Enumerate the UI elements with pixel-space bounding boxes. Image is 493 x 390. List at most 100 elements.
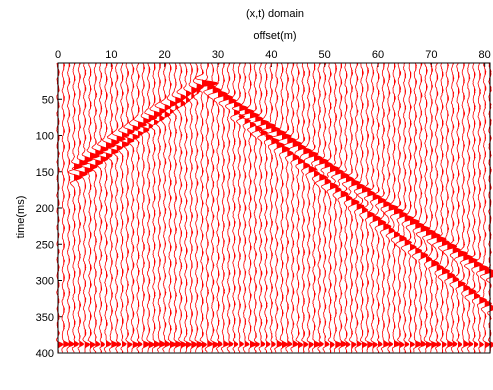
trace-fill	[218, 63, 227, 353]
x-tick-labels: 0 10 20 30 40 50 60 70 80	[55, 49, 491, 67]
trace-line	[183, 62, 192, 353]
y-tick-label: 200	[36, 203, 54, 215]
trace-line	[111, 62, 127, 353]
trace-line	[255, 62, 269, 353]
trace-fill	[191, 63, 198, 353]
trace-line	[362, 62, 376, 353]
trace-line	[99, 63, 116, 353]
trace-line	[442, 62, 458, 353]
y-tick-label: 250	[36, 239, 54, 251]
trace-line	[368, 62, 382, 353]
trace-line	[213, 62, 228, 353]
trace-line	[149, 62, 163, 353]
trace-line	[399, 62, 414, 353]
trace-line	[453, 62, 468, 353]
x-tick-label: 30	[212, 49, 224, 61]
y-axis-label: time(ms)	[15, 196, 27, 239]
x-tick-label: 20	[159, 49, 171, 61]
trace-line	[249, 62, 264, 353]
trace-fill	[319, 63, 329, 353]
trace-fill	[426, 63, 436, 353]
trace-fill	[452, 63, 461, 353]
trace-fill	[346, 63, 354, 353]
trace-line	[394, 62, 408, 353]
trace-line	[405, 62, 420, 353]
y-tick-label: 350	[36, 312, 54, 324]
trace-line	[421, 62, 436, 353]
trace-fill	[223, 63, 233, 353]
plot-frame	[57, 62, 491, 354]
trace-fill	[122, 63, 129, 353]
trace-line	[117, 62, 130, 353]
trace-fill	[164, 63, 171, 353]
trace-line	[479, 62, 493, 353]
trace-line	[128, 62, 141, 353]
trace-line	[458, 62, 473, 353]
y-tick-label: 300	[36, 276, 54, 288]
trace-fill	[143, 63, 151, 353]
trace-fill	[116, 63, 126, 353]
trace-fill	[388, 63, 398, 353]
trace-line	[234, 62, 249, 353]
trace-line	[330, 62, 345, 353]
x-tick-label: 40	[265, 49, 277, 61]
trace-line	[389, 62, 404, 353]
trace-line	[194, 62, 219, 353]
trace-line	[139, 62, 152, 353]
trace-line	[373, 62, 387, 353]
x-tick-label: 80	[479, 49, 491, 61]
trace-line	[383, 62, 399, 353]
trace-line	[287, 62, 303, 353]
x-tick-label: 0	[55, 49, 61, 61]
trace-line	[188, 62, 198, 353]
x-tick-label: 50	[319, 49, 331, 61]
trace-fill	[90, 63, 99, 353]
trace-line	[144, 62, 158, 353]
trace-line	[282, 62, 297, 353]
trace-line	[410, 62, 425, 353]
trace-line	[314, 62, 329, 353]
trace-line	[379, 63, 392, 353]
trace-line	[298, 62, 313, 353]
trace-line	[133, 63, 148, 353]
trace-line	[61, 62, 70, 353]
trace-line	[474, 62, 489, 353]
trace-line	[95, 62, 109, 353]
trace-fill	[132, 63, 140, 353]
trace-fill	[196, 63, 204, 353]
trace-line	[437, 62, 451, 353]
trace-line	[225, 62, 237, 353]
trace-fill	[234, 63, 242, 353]
trace-line	[67, 62, 83, 353]
trace-line	[341, 62, 355, 353]
y-tick-label: 50	[42, 94, 54, 106]
trace-line	[258, 62, 276, 353]
y-tick-label: 100	[36, 131, 54, 143]
trace-line	[192, 62, 205, 353]
trace-line	[89, 62, 104, 353]
trace-line	[238, 62, 255, 353]
chart-title: (x,t) domain	[246, 8, 304, 20]
trace-line	[160, 62, 172, 353]
wiggle-traces	[56, 62, 493, 353]
trace-line	[244, 62, 261, 353]
trace-line	[176, 62, 187, 353]
trace-line	[264, 62, 281, 353]
trace-line	[448, 62, 461, 353]
trace-line	[469, 63, 483, 353]
trace-line	[346, 63, 361, 353]
y-tick-label: 400	[36, 348, 54, 360]
trace-line	[310, 62, 323, 353]
x-tick-label: 10	[105, 49, 117, 61]
trace-fill	[202, 63, 219, 353]
trace-line	[71, 62, 89, 353]
trace-line	[426, 62, 441, 353]
x-tick-label: 70	[425, 49, 437, 61]
x-tick-label: 60	[372, 49, 384, 61]
trace-line	[78, 62, 93, 353]
trace-line	[415, 62, 431, 353]
trace-line	[82, 63, 100, 353]
trace-line	[207, 62, 222, 353]
trace-line	[431, 62, 447, 353]
